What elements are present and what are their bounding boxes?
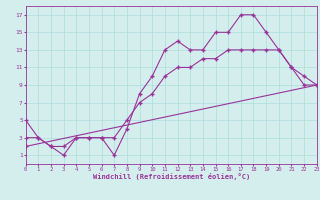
X-axis label: Windchill (Refroidissement éolien,°C): Windchill (Refroidissement éolien,°C) — [92, 173, 250, 180]
